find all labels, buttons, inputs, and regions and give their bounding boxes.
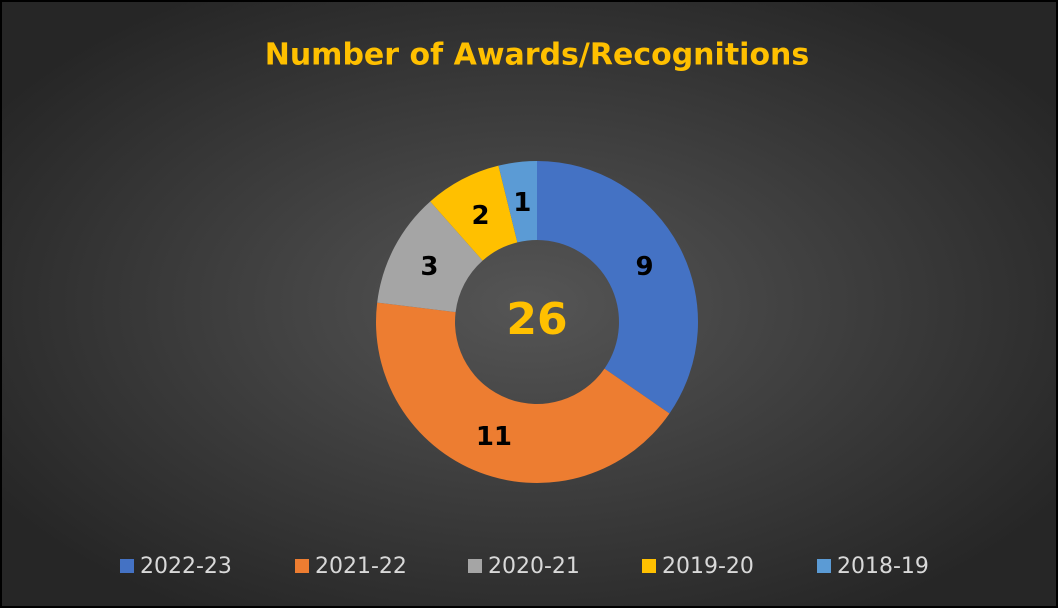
data-label: 1 [513,188,531,218]
donut-segment [375,302,670,484]
data-label: 9 [636,252,654,282]
donut-segment [537,161,699,414]
legend-label: 2018-19 [837,554,929,579]
donut-segment [377,201,483,313]
legend-swatch [120,559,134,573]
legend-label: 2021-22 [315,554,407,579]
legend-label: 2022-23 [140,554,232,579]
chart-title: Number of Awards/Recognitions [265,38,810,73]
data-label: 3 [420,252,438,282]
legend-label: 2019-20 [662,554,754,579]
donut-segment [430,165,518,261]
legend-swatch [817,559,831,573]
donut-segment [498,161,537,243]
legend-label: 2020-21 [488,554,580,579]
legend-swatch [468,559,482,573]
legend-swatch [295,559,309,573]
legend-swatch [642,559,656,573]
data-label: 2 [471,201,489,231]
center-label: 26 [506,294,567,345]
data-label: 11 [476,422,512,452]
